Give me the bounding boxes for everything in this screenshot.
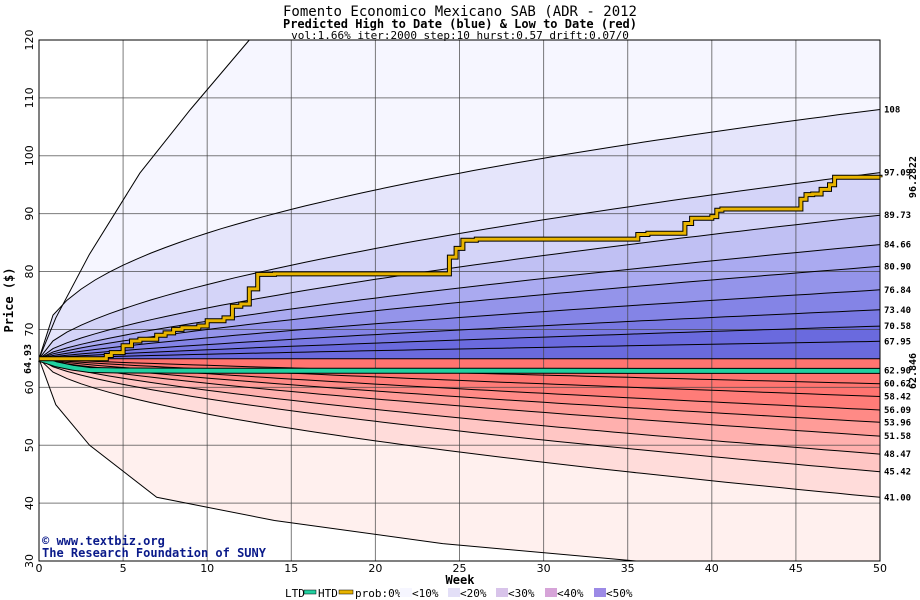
- copyright-line-2: The Research Foundation of SUNY: [42, 546, 267, 560]
- y-tick-30: 30: [23, 554, 36, 568]
- quantile-line-7: [38, 325, 881, 360]
- quantile-lines: [38, 39, 881, 562]
- legend-swatch-30: [545, 588, 557, 597]
- quantile-line-13: [38, 358, 881, 423]
- y-tick-90: 90: [23, 207, 36, 221]
- legend-swatch-20: [496, 588, 508, 597]
- htd-line: [39, 175, 882, 361]
- band-low-0: [39, 358, 880, 498]
- legend-swatch-10: [448, 588, 460, 597]
- x-tick-20: 20: [368, 562, 382, 575]
- band-high-outer: [39, 40, 880, 359]
- chart-subtitle: Predicted High to Date (blue) & Low to D…: [283, 17, 637, 31]
- quantile-line-5: [38, 289, 881, 360]
- quantile-label-16: 45.42: [884, 468, 911, 478]
- quantile-label-17: 41.00: [884, 493, 911, 503]
- legend-30: <30%: [508, 587, 535, 600]
- quantile-label-14: 51.58: [884, 432, 911, 442]
- legend-20: <20%: [460, 587, 487, 600]
- legend-ltd: LTD: [285, 587, 305, 600]
- axis-ticks: 0 5 10 15 20 25 30 35 40 45 50 30 40 50 60 70 80 90 100 110…: [23, 30, 887, 576]
- quantile-line-3: [38, 244, 881, 360]
- x-axis-label: Week: [446, 573, 476, 587]
- quantile-label-1: 97.09: [884, 169, 911, 179]
- y-tick-70: 70: [23, 322, 36, 336]
- quantile-label-5: 76.84: [884, 286, 912, 296]
- legend: LTD HTD prob:0% <10% <20% <30% <40% <50%: [285, 587, 633, 600]
- quantile-label-9: 62.90: [884, 367, 911, 377]
- quantile-label-15: 48.47: [884, 450, 911, 460]
- realized-paths: [38, 174, 883, 374]
- quantile-line-2: [38, 214, 881, 360]
- legend-10: <10%: [412, 587, 439, 600]
- quantile-label-3: 84.66: [884, 241, 911, 251]
- quantile-line-16: [38, 358, 881, 473]
- legend-swatch-40: [594, 588, 606, 597]
- plot-frame: [38, 39, 881, 562]
- chart-title: Fomento Economico Mexicano SAB (ADR - 20…: [283, 4, 637, 20]
- x-tick-5: 5: [120, 562, 127, 575]
- y-tick-100: 100: [23, 145, 36, 166]
- y-tick-120: 120: [23, 30, 36, 51]
- quantile-line-15: [38, 358, 881, 455]
- quantile-label-6: 73.40: [884, 306, 911, 316]
- quantile-label-10: 60.62: [884, 380, 911, 390]
- x-tick-35: 35: [621, 562, 635, 575]
- y-tick-110: 110: [23, 87, 36, 108]
- legend-50: <50%: [606, 587, 633, 600]
- line-outer-low: [38, 358, 637, 562]
- y-tick-80: 80: [23, 265, 36, 279]
- band-high-0: [39, 109, 880, 359]
- quantile-label-4: 80.90: [884, 262, 911, 272]
- legend-swatch-0: [400, 588, 412, 597]
- ltd-line: [38, 356, 881, 373]
- quantile-label-0: 108: [884, 105, 900, 115]
- quantile-line-1: [38, 172, 881, 360]
- quantile-label-11: 58.42: [884, 392, 911, 402]
- quantile-label-7: 70.58: [884, 322, 911, 332]
- y-tick-40: 40: [23, 496, 36, 510]
- legend-htd: HTD: [318, 587, 338, 600]
- copyright-line-1: © www.textbiz.org: [42, 534, 165, 548]
- quantile-label-2: 89.73: [884, 211, 911, 221]
- quantile-label-8: 67.95: [884, 337, 911, 347]
- legend-htd-swatch: [338, 589, 354, 595]
- quantile-labels: 108 97.09 89.73 84.66 80.90 76.84 73.40 70.58 67…: [884, 105, 912, 503]
- x-tick-30: 30: [537, 562, 551, 575]
- chart-params: vol:1.66% iter:2000 step:10 hurst:0.57 d…: [291, 29, 629, 42]
- band-low-1: [39, 358, 880, 472]
- quantile-line-6: [38, 309, 881, 360]
- x-tick-40: 40: [705, 562, 719, 575]
- x-tick-15: 15: [284, 562, 298, 575]
- quantile-line-0: [38, 109, 881, 359]
- y-axis-label: Price ($): [2, 267, 16, 332]
- y-tick-50: 50: [23, 438, 36, 452]
- line-outer-high: [38, 39, 250, 359]
- x-tick-50: 50: [873, 562, 887, 575]
- quantile-line-4: [38, 265, 881, 360]
- x-tick-0: 0: [36, 562, 43, 575]
- start-price-label: 64.93: [23, 344, 34, 374]
- final-low-label: 62.846: [908, 353, 919, 389]
- legend-ltd-swatch: [303, 589, 317, 595]
- quantile-line-17: [38, 358, 881, 498]
- x-tick-45: 45: [789, 562, 803, 575]
- legend-prob: prob:0%: [355, 587, 402, 600]
- final-high-label: 96.2822: [908, 156, 919, 198]
- y-tick-60: 60: [23, 380, 36, 394]
- quantile-label-12: 56.09: [884, 406, 911, 416]
- legend-40: <40%: [557, 587, 584, 600]
- quantile-label-13: 53.96: [884, 418, 911, 428]
- x-tick-10: 10: [200, 562, 214, 575]
- quantile-line-8: [38, 340, 881, 360]
- x-tick-25: 25: [453, 562, 467, 575]
- quantile-line-14: [38, 358, 881, 437]
